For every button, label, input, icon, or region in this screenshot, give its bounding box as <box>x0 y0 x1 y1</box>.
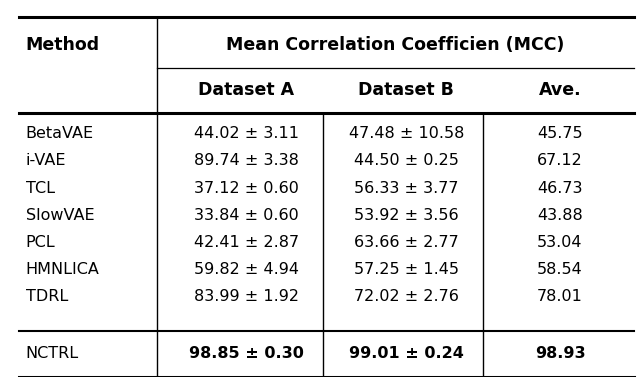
Text: 67.12: 67.12 <box>537 153 583 169</box>
Text: 89.74 ± 3.38: 89.74 ± 3.38 <box>194 153 299 169</box>
Text: i-VAE: i-VAE <box>26 153 66 169</box>
Text: 98.93: 98.93 <box>534 346 586 361</box>
Text: 83.99 ± 1.92: 83.99 ± 1.92 <box>194 289 299 304</box>
Text: 46.73: 46.73 <box>537 181 583 196</box>
Text: TCL: TCL <box>26 181 54 196</box>
Text: 43.88: 43.88 <box>537 208 583 223</box>
Text: 44.50 ± 0.25: 44.50 ± 0.25 <box>354 153 459 169</box>
Text: NCTRL: NCTRL <box>26 346 79 361</box>
Text: 63.66 ± 2.77: 63.66 ± 2.77 <box>354 235 459 250</box>
Text: TDRL: TDRL <box>26 289 68 304</box>
Text: 44.02 ± 3.11: 44.02 ± 3.11 <box>194 126 299 141</box>
Text: 72.02 ± 2.76: 72.02 ± 2.76 <box>354 289 459 304</box>
Text: 45.75: 45.75 <box>537 126 583 141</box>
Text: 37.12 ± 0.60: 37.12 ± 0.60 <box>194 181 299 196</box>
Text: HMNLICA: HMNLICA <box>26 262 99 277</box>
Text: 78.01: 78.01 <box>537 289 583 304</box>
Text: Method: Method <box>26 36 100 54</box>
Text: 42.41 ± 2.87: 42.41 ± 2.87 <box>194 235 299 250</box>
Text: 53.04: 53.04 <box>537 235 583 250</box>
Text: 33.84 ± 0.60: 33.84 ± 0.60 <box>194 208 299 223</box>
Text: 98.85 ± 0.30: 98.85 ± 0.30 <box>189 346 304 361</box>
Text: Ave.: Ave. <box>539 81 581 100</box>
Text: BetaVAE: BetaVAE <box>26 126 93 141</box>
Text: PCL: PCL <box>26 235 55 250</box>
Text: 58.54: 58.54 <box>537 262 583 277</box>
Text: 56.33 ± 3.77: 56.33 ± 3.77 <box>354 181 459 196</box>
Text: 47.48 ± 10.58: 47.48 ± 10.58 <box>349 126 464 141</box>
Text: 99.01 ± 0.24: 99.01 ± 0.24 <box>349 346 464 361</box>
Text: Mean Correlation Coefficien (MCC): Mean Correlation Coefficien (MCC) <box>226 36 564 54</box>
Text: Dataset B: Dataset B <box>358 81 454 100</box>
Text: Dataset A: Dataset A <box>198 81 294 100</box>
Text: SlowVAE: SlowVAE <box>26 208 94 223</box>
Text: 57.25 ± 1.45: 57.25 ± 1.45 <box>354 262 459 277</box>
Text: 59.82 ± 4.94: 59.82 ± 4.94 <box>194 262 299 277</box>
Text: 53.92 ± 3.56: 53.92 ± 3.56 <box>354 208 459 223</box>
